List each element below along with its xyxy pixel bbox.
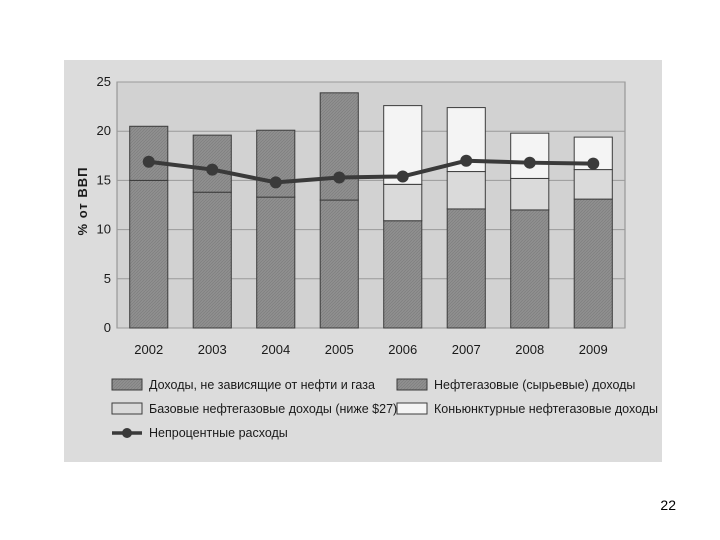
y-tick-label: 5 [104, 271, 111, 286]
bars [129, 92, 613, 329]
expenses-line-point [523, 156, 536, 169]
legend-swatch [396, 402, 428, 415]
bar-segment [510, 209, 550, 329]
expenses-line-point [587, 157, 600, 170]
legend-label: Доходы, не зависящие от нефти и газа [149, 378, 375, 392]
y-tick-label: 25 [97, 74, 111, 89]
y-tick-label: 15 [97, 172, 111, 187]
x-tick-label: 2008 [515, 342, 544, 357]
bar-segment [573, 169, 613, 200]
legend-swatch [111, 402, 143, 415]
page-number: 22 [660, 497, 676, 513]
legend-label: Непроцентные расходы [149, 426, 288, 440]
legend-item: Коньюнктурные нефтегазовые доходы [396, 402, 658, 416]
legend-label: Нефтегазовые (сырьевые) доходы [434, 378, 635, 392]
y-tick-label: 20 [97, 123, 111, 138]
expenses-line-point [142, 155, 155, 168]
bar-segment [192, 191, 232, 329]
bar-segment [383, 183, 423, 222]
x-tick-label: 2002 [134, 342, 163, 357]
x-tick-label: 2005 [325, 342, 354, 357]
y-tick-label: 10 [97, 222, 111, 237]
expenses-line-point [269, 176, 282, 189]
legend-line-marker [122, 428, 132, 438]
chart-figure: 0 5 10 15 20 25 % от ВВП 2002 2003 2004 2005 2006… [64, 60, 662, 462]
bar-segment [510, 132, 550, 179]
bar-segment [573, 198, 613, 329]
bar-segment [319, 199, 359, 329]
expenses-line-point [333, 171, 346, 184]
bar-segment [129, 125, 169, 181]
legend-item: Нефтегазовые (сырьевые) доходы [396, 378, 635, 392]
legend-label: Коньюнктурные нефтегазовые доходы [434, 402, 658, 416]
x-tick-label: 2003 [198, 342, 227, 357]
x-tick-label: 2006 [388, 342, 417, 357]
expenses-line-point [206, 163, 219, 176]
bar-segment [383, 220, 423, 329]
legend-item: Доходы, не зависящие от нефти и газа [111, 378, 375, 392]
y-tick-label: 0 [104, 320, 111, 335]
bar-segment [256, 196, 296, 329]
expenses-line-point [460, 154, 473, 167]
legend-item: Непроцентные расходы [112, 426, 288, 440]
y-axis-ticks: 0 5 10 15 20 25 [97, 74, 111, 335]
bar-segment [446, 208, 486, 329]
expenses-line [142, 154, 600, 189]
x-tick-label: 2007 [452, 342, 481, 357]
expenses-line-point [396, 170, 409, 183]
x-tick-label: 2004 [261, 342, 290, 357]
bar-segment [510, 177, 550, 211]
legend-swatch [396, 378, 428, 391]
bar-segment [129, 179, 169, 329]
bar-segment [446, 171, 486, 210]
y-axis-label: % от ВВП [75, 167, 90, 236]
legend-swatch [111, 378, 143, 391]
expenses-line-path [148, 158, 594, 185]
chart-svg: 0 5 10 15 20 25 % от ВВП 2002 2003 2004 2005 2006… [75, 74, 658, 440]
legend-label: Базовые нефтегазовые доходы (ниже $27) [149, 402, 397, 416]
legend-item: Базовые нефтегазовые доходы (ниже $27) [111, 402, 397, 416]
x-axis-ticks: 2002 2003 2004 2005 2006 2007 2008 2009 [134, 342, 607, 357]
legend: Доходы, не зависящие от нефти и газа Нефт… [111, 378, 658, 440]
x-tick-label: 2009 [579, 342, 608, 357]
bar-segment [319, 92, 359, 201]
